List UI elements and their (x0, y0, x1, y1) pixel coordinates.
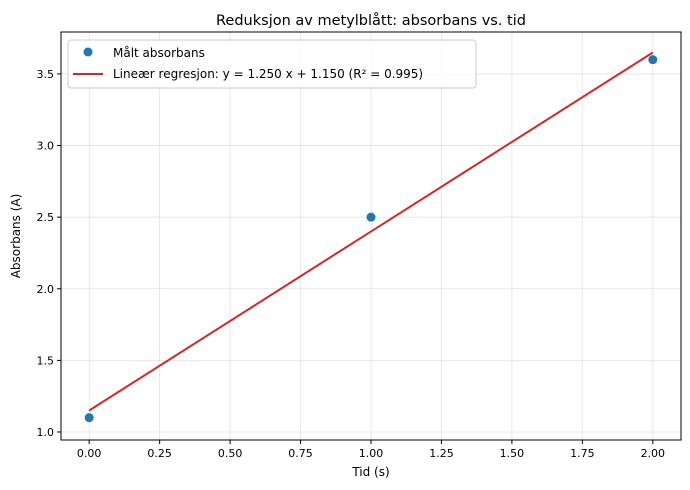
data-point (648, 55, 658, 65)
legend-label-line: Lineær regresjon: y = 1.250 x + 1.150 (R… (113, 67, 423, 81)
y-tick-label: 1.0 (37, 426, 55, 439)
y-tick-label: 3.5 (37, 68, 55, 81)
x-tick-label: 1.00 (359, 447, 384, 460)
regression-line (88, 51, 654, 412)
x-tick-label: 0.25 (147, 447, 172, 460)
ticks: 0.00 0.25 0.50 0.75 1.00 1.25 1.50 1.75 2.00 1.0 1… (37, 68, 666, 460)
chart-title: Reduksjon av metylblått: absorbans vs. t… (216, 12, 526, 29)
y-tick-label: 2.5 (37, 211, 55, 224)
y-tick-label: 1.5 (37, 354, 55, 367)
legend-box (67, 39, 477, 89)
x-tick-label: 0.75 (288, 447, 313, 460)
y-axis-label: Absorbans (A) (9, 194, 23, 279)
legend-label-scatter: Målt absorbans (113, 46, 205, 60)
x-tick-label: 0.00 (77, 447, 102, 460)
legend: Målt absorbans Lineær regresjon: y = 1.2… (67, 39, 477, 89)
y-tick-label: 2.0 (37, 283, 55, 296)
x-axis-label: Tid (s) (351, 465, 389, 479)
x-tick-label: 1.50 (500, 447, 525, 460)
x-tick-label: 1.75 (570, 447, 595, 460)
x-tick-label: 1.25 (429, 447, 454, 460)
data-point (84, 413, 94, 423)
legend-marker-scatter (83, 47, 93, 57)
x-tick-label: 2.00 (641, 447, 666, 460)
x-tick-label: 0.50 (218, 447, 243, 460)
marks (84, 51, 658, 423)
data-point (366, 212, 376, 222)
y-tick-label: 3.0 (37, 140, 55, 153)
